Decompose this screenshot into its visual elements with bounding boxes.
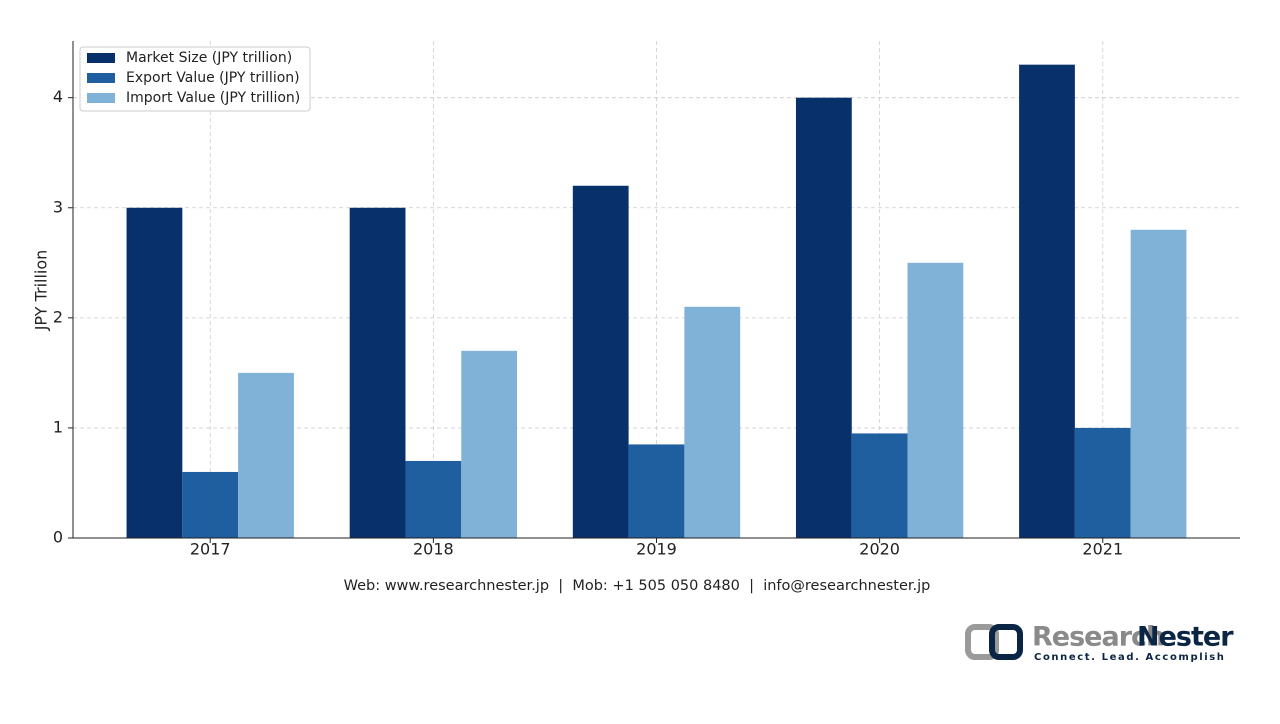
bar (349, 207, 406, 538)
y-tick-label: 4 (53, 87, 63, 106)
logo-name-light: Research (1032, 622, 1164, 653)
bar (795, 97, 852, 538)
bar (907, 262, 964, 538)
logo-icon (965, 624, 999, 660)
bar (126, 207, 183, 538)
bar (461, 350, 518, 538)
x-tick-label: 2020 (859, 540, 900, 559)
legend-swatch (87, 73, 115, 83)
y-tick-label: 2 (53, 307, 63, 326)
logo-icon (989, 624, 1023, 660)
legend-box (79, 46, 311, 112)
y-tick-label: 1 (53, 417, 63, 436)
bar (1074, 427, 1131, 538)
legend-swatch (87, 93, 115, 103)
footer-contact: Web: www.researchnester.jp | Mob: +1 505… (344, 578, 931, 594)
x-tick-label: 2017 (190, 540, 231, 559)
bar (405, 460, 462, 538)
bar (628, 444, 685, 538)
x-tick-label: 2021 (1082, 540, 1123, 559)
bar (1130, 229, 1187, 538)
legend-swatch (87, 53, 115, 63)
x-tick-label: 2019 (636, 540, 677, 559)
bar (238, 372, 294, 538)
bar (851, 433, 908, 538)
logo-tagline: Connect. Lead. Accomplish (1034, 652, 1226, 663)
y-tick-label: 0 (53, 528, 63, 547)
y-tick-label: 3 (53, 197, 63, 216)
x-tick-label: 2018 (413, 540, 454, 559)
bar (572, 185, 629, 538)
plot-area: 0 1 2 3 4 2017 2018 2019 2020 2021 Market Size (JP… (53, 41, 1240, 559)
bar (1019, 64, 1075, 539)
bar (684, 306, 741, 538)
logo-name-dark: Nester (1137, 622, 1234, 653)
y-axis-label: JPY Trillion (32, 250, 51, 332)
legend-label: Market Size (JPY trillion) (126, 50, 292, 66)
legend-label: Import Value (JPY trillion) (126, 90, 300, 106)
bar (182, 471, 239, 538)
legend-label: Export Value (JPY trillion) (126, 70, 300, 86)
logo: Research Nester Connect. Lead. Accomplis… (965, 622, 1235, 663)
